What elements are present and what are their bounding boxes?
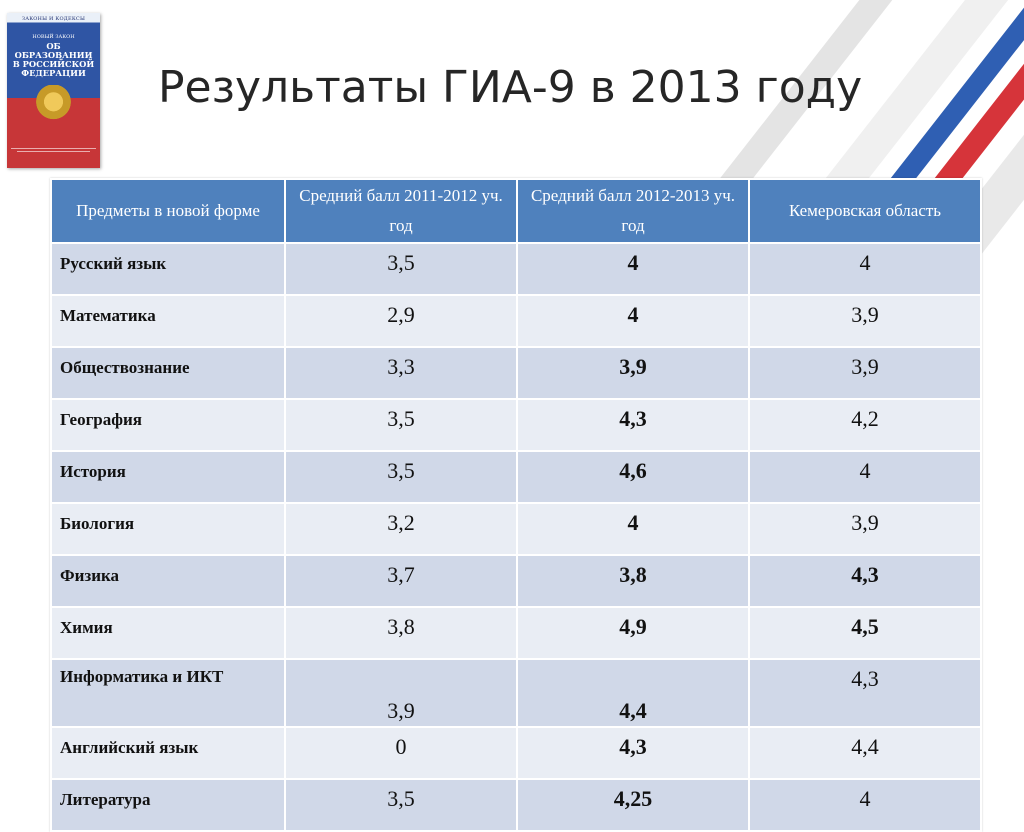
subject-cell: Литература	[50, 778, 286, 832]
score-kemerovo: 3,9	[748, 294, 982, 348]
subject-cell: География	[50, 398, 286, 452]
score-2011-2012: 0	[284, 726, 518, 780]
score-2012-2013: 4	[516, 294, 750, 348]
score-2012-2013: 4,3	[516, 398, 750, 452]
subject-cell: Математика	[50, 294, 286, 348]
book-footnote-lines	[11, 146, 96, 154]
subject-cell: Физика	[50, 554, 286, 608]
header-avg-2012-2013: Средний балл 2012-2013 уч. год	[516, 178, 750, 244]
subject-cell: Русский язык	[50, 242, 286, 296]
subject-cell: Английский язык	[50, 726, 286, 780]
score-2012-2013: 4,4	[516, 658, 750, 728]
score-kemerovo: 4,4	[748, 726, 982, 780]
score-2012-2013: 4,3	[516, 726, 750, 780]
score-kemerovo: 4,5	[748, 606, 982, 660]
table-row: Химия 3,8 4,9 4,5	[50, 606, 982, 660]
table-row: Информатика и ИКТ 3,9 4,4 4,3	[50, 658, 982, 728]
score-2011-2012: 3,9	[284, 658, 518, 728]
score-2012-2013: 4	[516, 502, 750, 556]
subject-cell: Биология	[50, 502, 286, 556]
subject-cell: История	[50, 450, 286, 504]
score-2011-2012: 3,3	[284, 346, 518, 400]
score-kemerovo: 4	[748, 242, 982, 296]
score-2011-2012: 3,5	[284, 242, 518, 296]
score-kemerovo: 4,3	[748, 658, 982, 728]
subject-cell: Информатика и ИКТ	[50, 658, 286, 728]
score-2012-2013: 3,9	[516, 346, 750, 400]
table-row: Английский язык 0 4,3 4,4	[50, 726, 982, 780]
results-table: Предметы в новой форме Средний балл 2011…	[50, 178, 982, 832]
subject-cell: Обществознание	[50, 346, 286, 400]
score-2011-2012: 3,8	[284, 606, 518, 660]
table-row: Математика 2,9 4 3,9	[50, 294, 982, 348]
table-row: Обществознание 3,3 3,9 3,9	[50, 346, 982, 400]
book-series-label: ЗАКОНЫ И КОДЕКСЫ	[21, 16, 86, 22]
score-kemerovo: 3,9	[748, 346, 982, 400]
book-title: ОБ ОБРАЗОВАНИИ В РОССИЙСКОЙ ФЕДЕРАЦИИ	[12, 41, 95, 78]
table-row: Физика 3,7 3,8 4,3	[50, 554, 982, 608]
book-subtitle: НОВЫЙ ЗАКОН	[32, 34, 75, 40]
score-2011-2012: 3,5	[284, 398, 518, 452]
score-2011-2012: 3,7	[284, 554, 518, 608]
coat-of-arms-icon	[35, 85, 72, 127]
table-row: Русский язык 3,5 4 4	[50, 242, 982, 296]
score-2012-2013: 4,9	[516, 606, 750, 660]
score-2012-2013: 3,8	[516, 554, 750, 608]
score-2011-2012: 2,9	[284, 294, 518, 348]
table-row: Литература 3,5 4,25 4	[50, 778, 982, 832]
score-2012-2013: 4,6	[516, 450, 750, 504]
score-2011-2012: 3,5	[284, 450, 518, 504]
score-2012-2013: 4,25	[516, 778, 750, 832]
score-2012-2013: 4	[516, 242, 750, 296]
law-book-cover-image: ЗАКОНЫ И КОДЕКСЫ НОВЫЙ ЗАКОН ОБ ОБРАЗОВА…	[7, 13, 100, 168]
table-row: Биология 3,2 4 3,9	[50, 502, 982, 556]
header-kemerovo: Кемеровская область	[748, 178, 982, 244]
score-kemerovo: 4,2	[748, 398, 982, 452]
table-row: История 3,5 4,6 4	[50, 450, 982, 504]
table-row: География 3,5 4,3 4,2	[50, 398, 982, 452]
score-kemerovo: 4,3	[748, 554, 982, 608]
table-header-row: Предметы в новой форме Средний балл 2011…	[50, 178, 982, 244]
score-2011-2012: 3,5	[284, 778, 518, 832]
score-kemerovo: 3,9	[748, 502, 982, 556]
score-kemerovo: 4	[748, 450, 982, 504]
header-avg-2011-2012: Средний балл 2011-2012 уч. год	[284, 178, 518, 244]
score-kemerovo: 4	[748, 778, 982, 832]
slide-title: Результаты ГИА-9 в 2013 году	[158, 62, 863, 113]
subject-cell: Химия	[50, 606, 286, 660]
header-subjects: Предметы в новой форме	[50, 178, 286, 244]
score-2011-2012: 3,2	[284, 502, 518, 556]
